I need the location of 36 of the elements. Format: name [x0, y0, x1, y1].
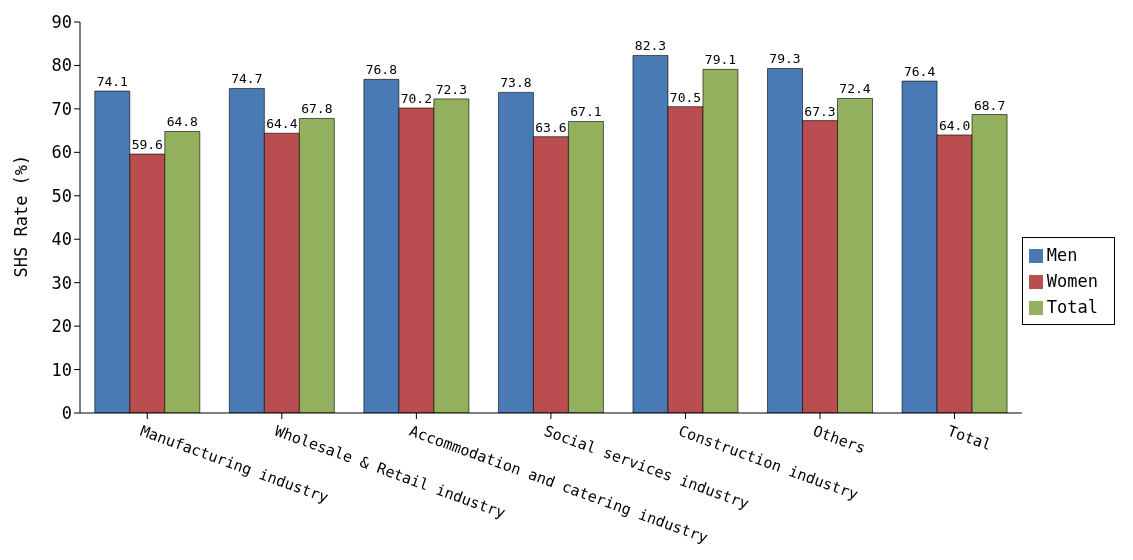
data-label: 67.8	[301, 101, 333, 117]
y-tick-label: 30	[51, 272, 72, 293]
data-label: 72.4	[839, 81, 871, 97]
data-label: 70.5	[669, 89, 702, 105]
y-tick-label: 10	[51, 359, 72, 380]
data-label: 82.3	[634, 38, 667, 54]
legend-label: Total	[1046, 296, 1098, 317]
data-label: 64.8	[166, 114, 198, 130]
y-tick-label: 60	[51, 142, 72, 163]
data-label: 59.6	[131, 137, 163, 153]
y-tick-label: 70	[51, 98, 72, 119]
data-label: 74.7	[231, 71, 263, 87]
data-label: 76.8	[365, 62, 398, 78]
data-label: 72.3	[435, 81, 468, 97]
y-tick-label: 80	[51, 55, 72, 76]
y-axis-title: SHS Rate (%)	[11, 154, 32, 278]
y-tick-label: 90	[51, 12, 72, 33]
data-label: 64.0	[938, 117, 971, 133]
y-tick-label: 20	[51, 316, 72, 337]
data-label: 67.3	[804, 103, 836, 119]
data-label: 70.2	[400, 91, 433, 107]
data-label: 76.4	[903, 64, 936, 80]
data-label: 79.1	[704, 52, 737, 68]
data-label: 68.7	[973, 97, 1006, 113]
x-tick-label: Total	[945, 421, 994, 455]
legend-label: Women	[1046, 270, 1098, 291]
data-label: 74.1	[96, 74, 128, 90]
legend-label: Men	[1046, 244, 1078, 265]
y-tick-label: 40	[51, 229, 72, 250]
data-label: 79.3	[769, 51, 801, 67]
data-label: 73.8	[500, 75, 532, 91]
y-tick-label: 50	[51, 185, 72, 206]
data-label: 67.1	[570, 104, 602, 120]
data-label: 63.6	[535, 119, 567, 135]
y-tick-label: 0	[61, 403, 72, 424]
data-label: 64.4	[266, 116, 298, 132]
